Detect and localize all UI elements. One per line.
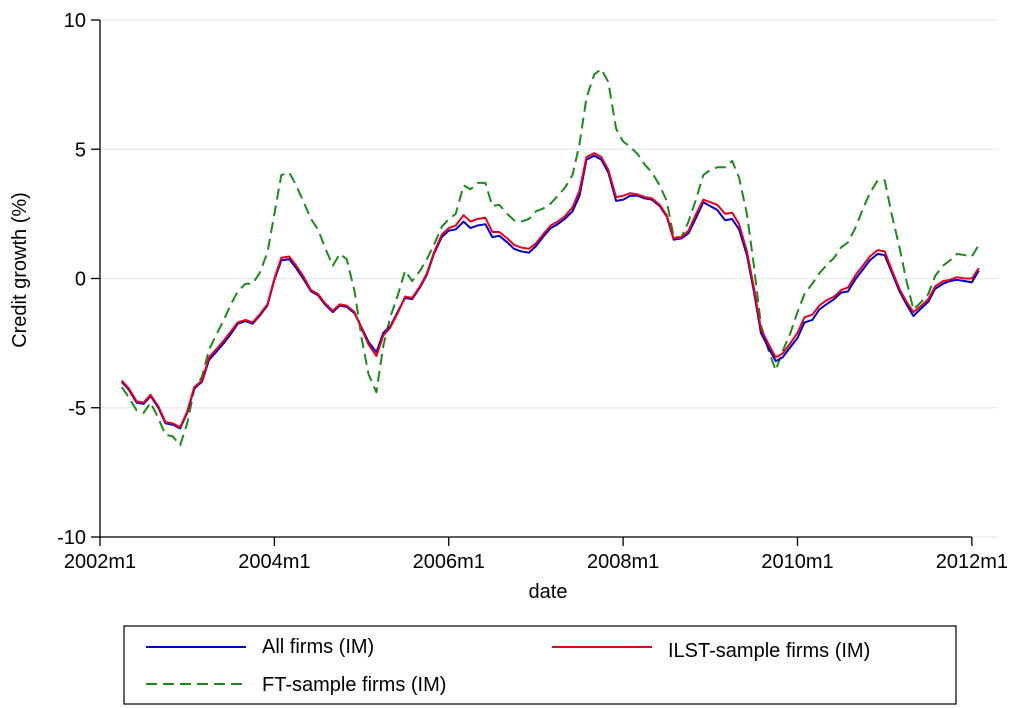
series-line-1 <box>121 152 980 429</box>
legend: All firms (IM) ILST-sample firms (IM) FT-s… <box>123 625 957 705</box>
x-tick-label: 2012m1 <box>936 551 1008 573</box>
x-axis-label: date <box>529 581 568 603</box>
y-tick-label: -10 <box>57 527 86 549</box>
series-lines <box>120 68 980 447</box>
y-tick-label: 5 <box>75 139 86 161</box>
legend-label: ILST-sample firms (IM) <box>668 640 870 662</box>
series-line-2 <box>120 68 980 447</box>
legend-label: FT-sample firms (IM) <box>262 674 446 696</box>
x-tick-label: 2004m1 <box>238 551 310 573</box>
y-axis-label: Credit growth (%) <box>9 192 31 348</box>
axes: -10 -5 0 5 10 2002m1 2004m1 2006m1 2008m1 2010m1 2… <box>57 10 1008 573</box>
x-tick-label: 2010m1 <box>761 551 833 573</box>
legend-label: All firms (IM) <box>262 636 374 658</box>
x-tick-label: 2006m1 <box>413 551 485 573</box>
legend-box <box>123 625 957 705</box>
y-tick-label: -5 <box>68 398 86 420</box>
x-tick-label: 2008m1 <box>587 551 659 573</box>
y-tick-label: 10 <box>64 10 86 32</box>
x-tick-label: 2002m1 <box>64 551 136 573</box>
y-tick-label: 0 <box>75 269 86 291</box>
